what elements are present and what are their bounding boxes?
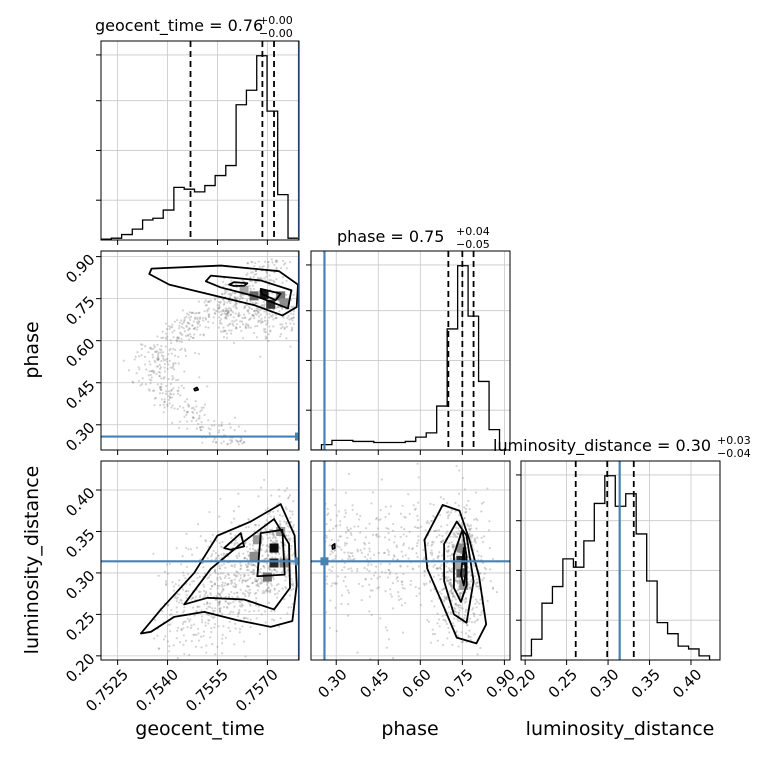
title-phase-minus: −0.05 xyxy=(456,238,490,251)
y-tick-label: 0.45 xyxy=(62,377,98,413)
histogram-luminosity-distance xyxy=(521,475,720,660)
density-cell xyxy=(453,560,463,570)
ylabel-phase: phase xyxy=(21,321,43,378)
density-cell xyxy=(276,291,286,301)
ylabel-luminosity-distance: luminosity_distance xyxy=(21,466,43,655)
density-cell xyxy=(266,299,276,309)
contour-line xyxy=(204,274,293,310)
density-cell xyxy=(252,535,262,545)
contour-line xyxy=(148,264,299,317)
xlabel-geocent-time: geocent_time xyxy=(135,718,264,740)
y-tick-label: 0.90 xyxy=(62,250,98,286)
histogram-phase xyxy=(311,265,510,450)
contour-line xyxy=(443,520,475,624)
y-tick-label: 0.35 xyxy=(62,525,98,561)
title-luminosity-distance-minus: −0.04 xyxy=(717,447,751,460)
xlabel-phase: phase xyxy=(381,718,438,740)
scatter-panel-luminosity-distance-vs-geocent-time: 0.7525 0.7540 0.7555 0.7570 0.20 0.25 0.30 0.35… xyxy=(62,460,300,715)
x-tick-label: 0.7570 xyxy=(232,665,282,715)
density-cell xyxy=(456,543,466,553)
scatter-panel-luminosity-distance-vs-phase: 0.30 0.45 0.60 0.75 0.90 xyxy=(310,460,519,702)
x-tick-label: 0.30 xyxy=(586,665,622,701)
panel-frame xyxy=(310,460,511,661)
density-cell xyxy=(279,298,289,308)
y-tick-label: 0.30 xyxy=(62,567,98,603)
x-tick-label: 0.7525 xyxy=(82,665,132,715)
contour-line xyxy=(183,518,291,611)
contour-line xyxy=(423,504,488,645)
truth-marker xyxy=(320,557,329,566)
title-geocent-time-minus: −0.00 xyxy=(259,27,293,40)
contour-line xyxy=(453,528,468,603)
density-cell xyxy=(262,572,272,582)
x-tick-label: 0.7540 xyxy=(132,665,182,715)
title-luminosity-distance-plus: +0.03 xyxy=(717,434,751,447)
density-cell xyxy=(269,558,279,568)
panel-frame xyxy=(100,40,300,241)
contour-line xyxy=(460,547,467,587)
title-geocent-time-plus: +0.00 xyxy=(259,14,293,27)
x-tick-label: 0.35 xyxy=(628,665,664,701)
contour-line xyxy=(259,287,282,301)
contour-line xyxy=(228,281,249,287)
contour-line xyxy=(193,386,200,392)
histogram-geocent-time xyxy=(101,55,299,240)
y-tick-label: 0.25 xyxy=(62,608,98,644)
scatter-points xyxy=(122,258,296,446)
title-geocent-time: geocent_time = 0.76 xyxy=(95,16,263,36)
contour-line xyxy=(223,532,245,551)
x-tick-label: 0.45 xyxy=(356,665,392,701)
density-cell xyxy=(269,543,279,553)
contour-line xyxy=(256,528,286,578)
panel-frame xyxy=(100,250,300,451)
y-tick-label: 0.30 xyxy=(62,419,98,455)
y-tick-label: 0.40 xyxy=(62,484,98,520)
hist-panel-luminosity-distance: 0.20 0.25 0.30 0.35 0.40 xyxy=(503,460,721,702)
y-tick-label: 0.20 xyxy=(62,650,98,686)
y-tick-label: 0.60 xyxy=(62,335,98,371)
density-cell xyxy=(249,551,259,561)
title-phase-plus: +0.04 xyxy=(456,225,490,238)
x-tick-label: 0.75 xyxy=(440,665,476,701)
x-tick-label: 0.40 xyxy=(669,665,705,701)
title-phase: phase = 0.75 xyxy=(337,227,444,246)
panel-frame xyxy=(310,250,511,451)
density-cell xyxy=(239,285,249,295)
truth-marker xyxy=(295,432,299,441)
xlabel-luminosity-distance: luminosity_distance xyxy=(526,718,715,740)
panel-frame xyxy=(520,460,721,661)
scatter-points xyxy=(152,478,296,660)
x-tick-label: 0.30 xyxy=(314,665,350,701)
hist-panel-geocent-time xyxy=(96,40,300,245)
x-tick-label: 0.25 xyxy=(545,665,581,701)
title-luminosity-distance: luminosity_distance = 0.30 xyxy=(493,436,711,456)
x-tick-label: 0.7555 xyxy=(182,665,232,715)
scatter-panel-phase-vs-geocent-time: 0.30 0.45 0.60 0.75 0.90 xyxy=(62,250,300,455)
hist-panel-phase xyxy=(306,250,511,455)
x-tick-label: 0.60 xyxy=(398,665,434,701)
contour-line xyxy=(331,543,336,550)
panel-frame xyxy=(100,460,300,661)
y-tick-label: 0.75 xyxy=(62,292,98,328)
truth-marker xyxy=(295,557,299,566)
